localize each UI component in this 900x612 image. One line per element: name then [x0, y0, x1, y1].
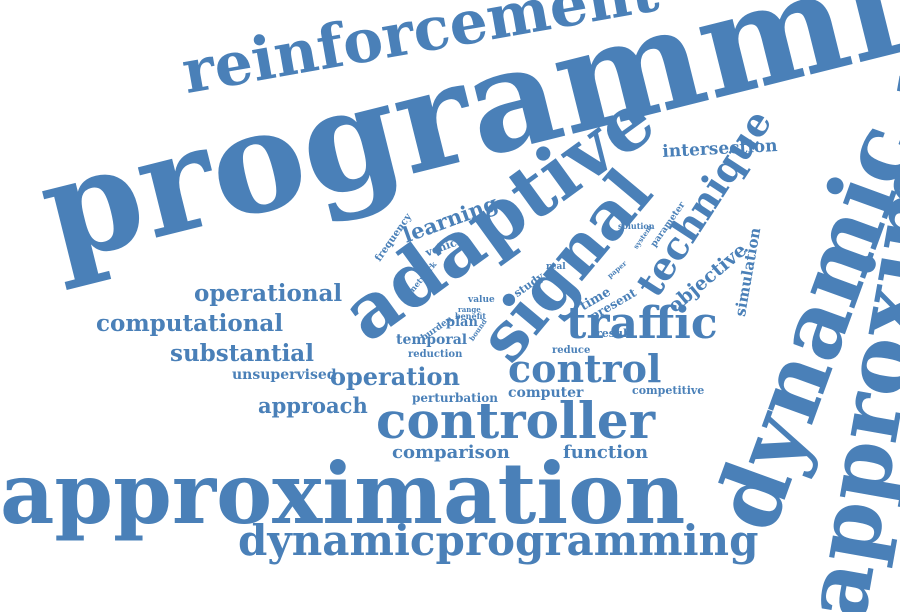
word-value: value: [468, 295, 495, 305]
word-comparison: comparison: [392, 442, 510, 463]
word-solution: solution: [618, 221, 655, 231]
word-result: result: [596, 327, 633, 340]
word-benefit: benefit: [455, 311, 487, 321]
word-control: control: [508, 346, 662, 391]
word-computer: computer: [508, 385, 584, 401]
word-competitive: competitive: [632, 384, 705, 397]
word-perturbation: perturbation: [412, 391, 498, 405]
word-reduce: reduce: [552, 345, 591, 356]
word-range: range: [458, 305, 481, 314]
word-function: function: [563, 442, 649, 463]
word-dynamicprogramming: dynamicprogramming: [238, 516, 759, 565]
word-operation: operation: [330, 362, 460, 391]
word-real: real: [546, 262, 566, 272]
word-approach: approach: [258, 393, 368, 418]
word-approximation: approximation: [0, 444, 686, 543]
word-traffic: traffic: [566, 298, 718, 349]
word-operational: operational: [194, 280, 343, 307]
word-substantial: substantial: [170, 340, 314, 367]
word-computational: computational: [96, 310, 284, 337]
word-controller: controller: [376, 391, 656, 450]
word-reduction: reduction: [408, 349, 463, 360]
word-temporal: temporal: [396, 332, 468, 348]
word-plan: plan: [446, 315, 478, 330]
word-unsupervised: unsupervised: [232, 367, 337, 383]
